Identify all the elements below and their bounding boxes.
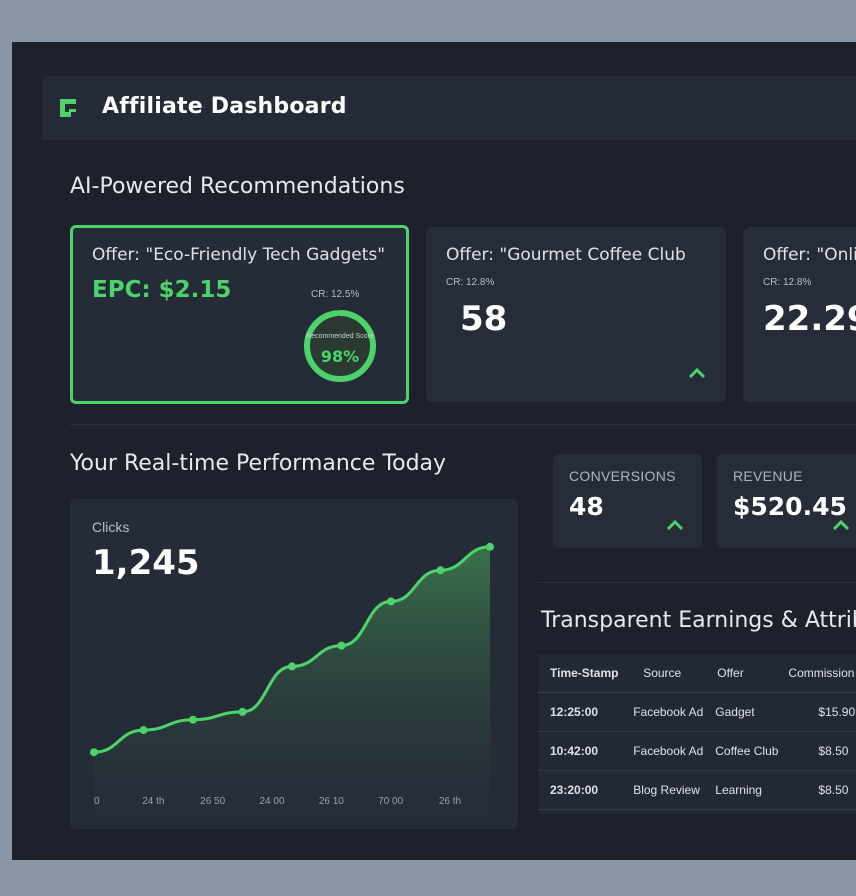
revenue-card[interactable]: REVENUE $520.45 xyxy=(717,454,856,548)
table-row[interactable]: 10:42:00 Facebook Ad Coffee Club $8.50 xyxy=(538,731,856,771)
x-tick-label: 26 th xyxy=(439,796,461,807)
conversion-rate: CR: 12.8% xyxy=(763,277,812,288)
x-tick-label: 26 50 xyxy=(200,796,225,807)
data-point xyxy=(189,715,197,724)
cell-source: Facebook Ad xyxy=(619,731,704,771)
data-point xyxy=(90,748,98,757)
score-value: 98% xyxy=(320,347,360,366)
column-header[interactable]: Offer xyxy=(703,654,779,693)
score-caption: Recommended Score xyxy=(306,333,374,340)
performance-title: Your Real-time Performance Today xyxy=(70,451,447,476)
offer-card-online[interactable]: Offer: "Online CR: 12.8% 22.29 xyxy=(743,227,856,402)
cell-commission: $8.50 xyxy=(778,770,856,810)
conversions-value: 48 xyxy=(569,492,604,521)
clicks-chart: 0 24 th 26 50 24 00 26 10 70 00 26 th xyxy=(90,542,494,829)
app-logo-icon xyxy=(60,99,76,117)
offer-name: Offer: "Eco-Friendly Tech Gadgets" xyxy=(92,245,386,265)
data-point xyxy=(139,726,148,735)
conversions-label: CONVERSIONS xyxy=(569,468,676,484)
x-tick-label: 0 xyxy=(94,796,100,807)
offer-card-coffee-club[interactable]: Offer: "Gourmet Coffee Club CR: 12.8% 58 xyxy=(426,227,726,402)
score-ring-icon xyxy=(304,310,376,382)
cell-timestamp: 23:20:00 xyxy=(538,770,620,810)
cell-commission: $8.50 xyxy=(778,731,856,771)
conversions-card[interactable]: CONVERSIONS 48 xyxy=(553,454,702,548)
section-divider xyxy=(70,424,856,425)
data-point xyxy=(288,662,296,671)
cell-offer: Gadget xyxy=(703,692,779,732)
cell-offer: Coffee Club xyxy=(703,731,779,771)
cell-timestamp: 12:25:00 xyxy=(538,692,620,732)
conversion-rate: CR: 12.5% xyxy=(311,289,360,300)
score-ring: Recommended Score 98% xyxy=(301,307,379,385)
x-tick-label: 70 00 xyxy=(378,796,403,807)
revenue-value: $520.45 xyxy=(733,492,847,521)
earnings-title: Transparent Earnings & Attribution xyxy=(541,608,856,633)
app-header: Affiliate Dashboard xyxy=(42,76,856,140)
chart-title: Clicks xyxy=(92,519,130,535)
data-point xyxy=(387,597,395,606)
offer-name: Offer: "Online xyxy=(763,245,856,265)
section-divider xyxy=(538,582,856,583)
revenue-label: REVENUE xyxy=(733,468,803,484)
column-header[interactable]: Commission xyxy=(778,654,856,693)
epc-value: EPC: $2.15 xyxy=(92,277,232,303)
offer-name: Offer: "Gourmet Coffee Club xyxy=(446,245,686,265)
offer-metric: 58 xyxy=(460,299,508,339)
x-tick-label: 26 10 xyxy=(319,796,344,807)
cell-commission: $15.90 xyxy=(778,692,856,732)
data-point xyxy=(238,707,247,716)
chevron-up-icon xyxy=(832,519,850,531)
chart-area xyxy=(94,546,490,829)
data-point xyxy=(337,641,346,650)
dashboard-screen: Affiliate Dashboard AI-Powered Recommend… xyxy=(12,42,856,860)
table-row[interactable]: 23:20:00 Blog Review Learning $8.50 xyxy=(538,770,856,810)
earnings-table: Time-Stamp Source Offer Commission 12:25… xyxy=(538,654,856,814)
x-tick-label: 24 00 xyxy=(259,796,284,807)
table-row[interactable]: 12:25:00 Facebook Ad Gadget $15.90 xyxy=(538,692,856,732)
column-header[interactable]: Source xyxy=(619,654,704,693)
app-title: Affiliate Dashboard xyxy=(102,94,347,119)
x-tick-label: 24 th xyxy=(142,796,164,807)
chevron-up-icon xyxy=(666,519,684,531)
clicks-value: 1,245 xyxy=(92,543,200,583)
conversion-rate: CR: 12.8% xyxy=(446,277,495,288)
offer-metric: 22.29 xyxy=(763,299,856,339)
data-point xyxy=(436,566,445,575)
offer-card-eco-gadgets[interactable]: Offer: "Eco-Friendly Tech Gadgets" EPC: … xyxy=(70,225,409,404)
chevron-up-icon xyxy=(688,367,706,379)
recommendations-title: AI-Powered Recommendations xyxy=(70,174,405,199)
clicks-chart-card: Clicks 1,245 0 24 th 26 50 24 00 26 10 70 00 2… xyxy=(70,499,518,829)
table-header-row: Time-Stamp Source Offer Commission xyxy=(538,654,856,693)
cell-timestamp: 10:42:00 xyxy=(538,731,620,771)
data-point xyxy=(486,542,494,551)
cell-source: Blog Review xyxy=(619,770,704,810)
cell-offer: Learning xyxy=(703,770,779,810)
cell-source: Facebook Ad xyxy=(619,692,704,732)
column-header[interactable]: Time-Stamp xyxy=(538,654,620,693)
